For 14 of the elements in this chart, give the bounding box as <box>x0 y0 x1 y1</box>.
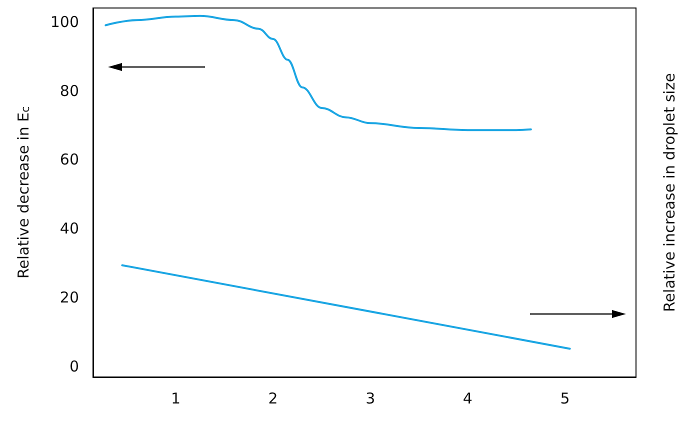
x-tick-label: 2 <box>268 390 278 408</box>
y-axis-title: Relative decrease in Ec <box>14 106 32 279</box>
x-tick-label: 3 <box>366 390 376 408</box>
x-tick-label: 1 <box>170 390 180 408</box>
y-tick-label: 20 <box>60 288 79 307</box>
y-tick-label: 40 <box>60 220 79 238</box>
y-tick-label: 60 <box>60 150 79 169</box>
y-tick-label: 0 <box>69 358 79 376</box>
y-tick-label: 80 <box>60 82 79 100</box>
y-tick-label: 100 <box>50 12 79 31</box>
x-tick-label: 5 <box>560 390 570 408</box>
y2-axis-title: Relative increase in droplet size <box>660 73 678 312</box>
line-series <box>104 14 532 132</box>
x-tick-label: 4 <box>462 390 472 408</box>
